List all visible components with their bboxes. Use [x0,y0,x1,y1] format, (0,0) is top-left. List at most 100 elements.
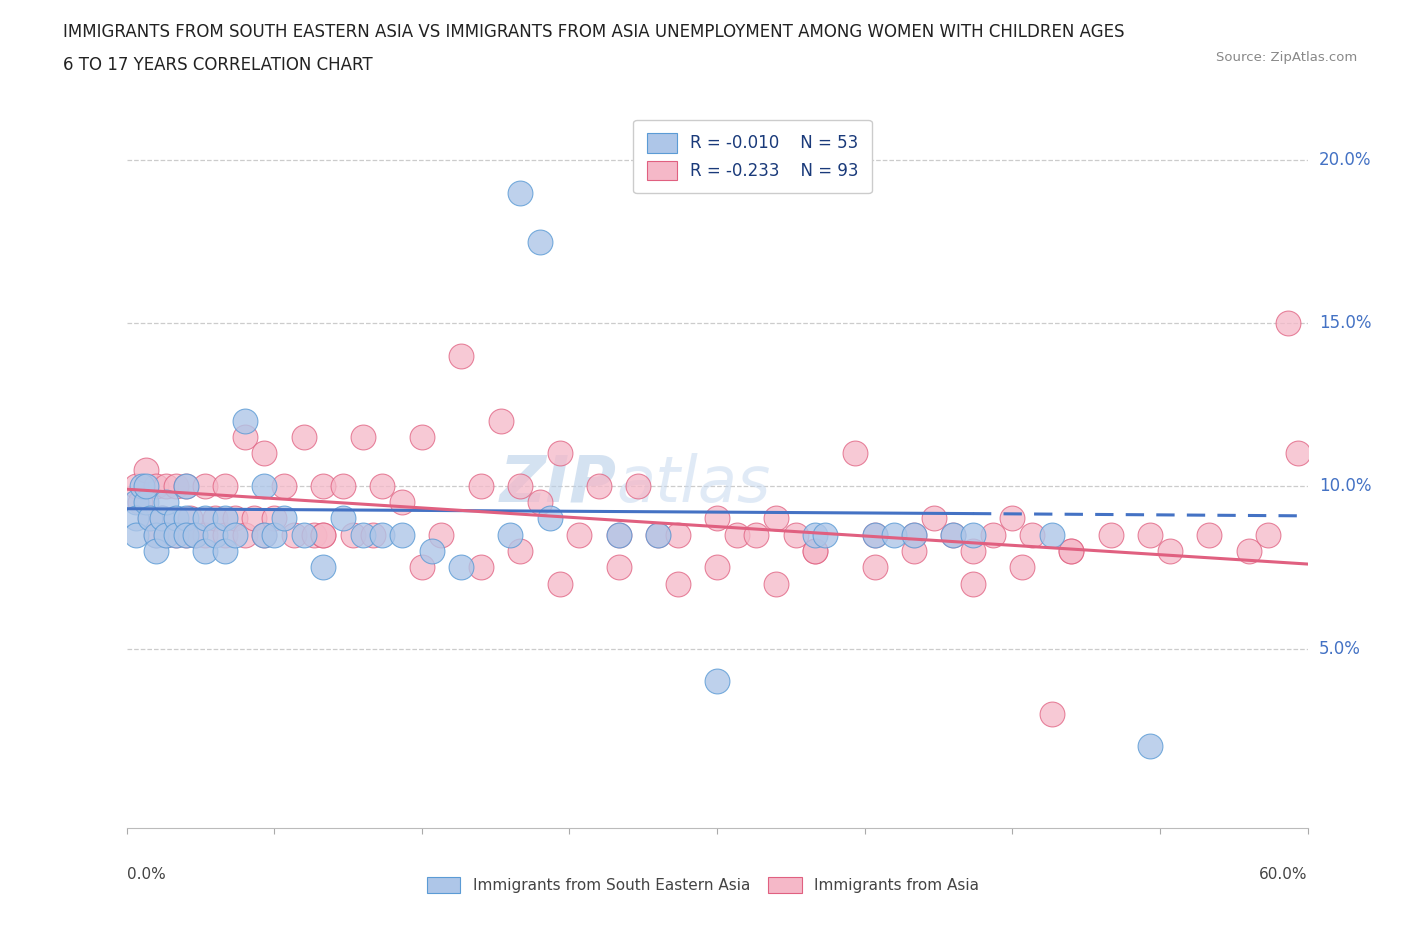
Point [863,560,886,575]
Point [1139,738,1161,753]
Point [647,527,669,542]
Point [131,478,153,493]
Point [1237,543,1260,558]
Point [342,527,364,542]
Point [135,478,157,493]
Point [332,478,354,493]
Point [844,445,866,460]
Point [125,527,148,542]
Point [253,527,276,542]
Point [150,512,173,526]
Point [165,527,187,542]
Text: 15.0%: 15.0% [1319,314,1371,332]
Point [253,445,276,460]
Point [489,413,512,428]
Point [125,495,148,510]
Point [706,560,728,575]
Point [411,560,433,575]
Point [253,478,276,493]
Point [184,527,207,542]
Point [174,478,197,493]
Point [204,512,226,526]
Point [1277,315,1299,330]
Point [125,512,148,526]
Point [1011,560,1033,575]
Point [509,543,531,558]
Legend: R = -0.010    N = 53, R = -0.233    N = 93: R = -0.010 N = 53, R = -0.233 N = 93 [633,120,872,193]
Point [283,527,305,542]
Point [548,445,571,460]
Point [922,512,945,526]
Point [233,413,256,428]
Point [903,543,925,558]
Point [863,527,886,542]
Point [1060,543,1083,558]
Point [371,478,394,493]
Point [129,495,152,510]
Point [214,543,236,558]
Point [1040,527,1063,542]
Point [647,527,669,542]
Point [1286,445,1309,460]
Point [942,527,965,542]
Legend: Immigrants from South Eastern Asia, Immigrants from Asia: Immigrants from South Eastern Asia, Immi… [420,870,986,899]
Point [420,543,443,558]
Point [1060,543,1083,558]
Point [139,512,162,526]
Point [174,527,197,542]
Point [155,527,177,542]
Point [312,560,335,575]
Point [391,527,413,542]
Point [962,576,984,591]
Point [903,527,925,542]
Point [243,512,266,526]
Point [371,527,394,542]
Point [607,527,630,542]
Point [155,495,177,510]
Text: 20.0%: 20.0% [1319,152,1371,169]
Point [352,430,374,445]
Point [509,185,531,200]
Point [1139,527,1161,542]
Point [273,512,295,526]
Point [194,527,217,542]
Text: 5.0%: 5.0% [1319,640,1361,658]
Point [361,527,384,542]
Point [165,512,187,526]
Point [302,527,325,542]
Point [706,673,728,688]
Point [1257,527,1279,542]
Point [145,543,167,558]
Point [233,430,256,445]
Point [814,527,837,542]
Point [706,512,728,526]
Point [785,527,807,542]
Point [509,478,531,493]
Point [125,478,148,493]
Point [155,527,177,542]
Point [1021,527,1043,542]
Point [165,478,187,493]
Point [804,543,827,558]
Point [135,495,157,510]
Point [224,512,246,526]
Point [145,478,167,493]
Point [470,560,492,575]
Point [607,560,630,575]
Point [942,527,965,542]
Point [430,527,453,542]
Point [174,478,197,493]
Point [145,527,167,542]
Point [1099,527,1122,542]
Point [903,527,925,542]
Point [568,527,591,542]
Text: atlas: atlas [617,453,770,515]
Point [411,430,433,445]
Text: 6 TO 17 YEARS CORRELATION CHART: 6 TO 17 YEARS CORRELATION CHART [63,56,373,73]
Point [179,512,201,526]
Point [962,543,984,558]
Point [548,576,571,591]
Point [529,234,551,249]
Point [292,527,315,542]
Point [145,527,167,542]
